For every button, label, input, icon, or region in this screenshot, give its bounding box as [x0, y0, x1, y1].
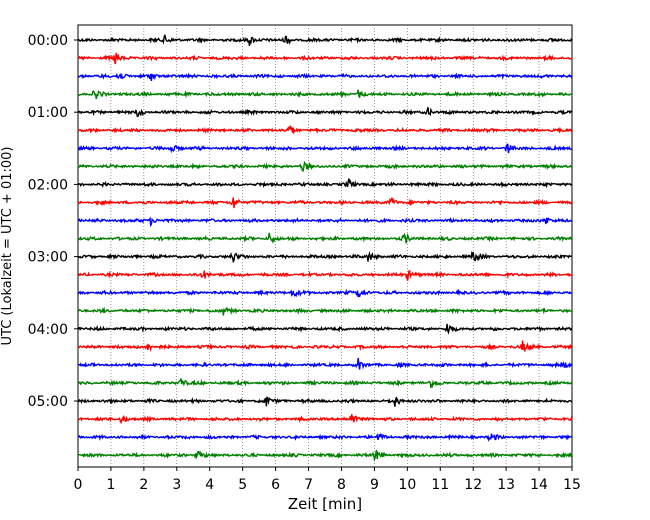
trace-line	[77, 143, 573, 154]
x-tick-label: 3	[172, 477, 181, 493]
y-tick-label: 01:00	[28, 105, 68, 121]
trace-line	[77, 89, 573, 100]
x-axis-ticks: 0 1 2 3 4 5 6 7 8 9 10 11 12 13 14 15	[74, 467, 581, 493]
trace-line	[77, 270, 573, 281]
trace-line	[77, 378, 573, 389]
trace-line	[77, 358, 573, 370]
trace-line	[77, 232, 573, 245]
x-tick-label: 14	[530, 477, 548, 493]
trace-line	[77, 72, 573, 81]
trace-line	[77, 197, 573, 209]
trace-line	[77, 107, 573, 118]
x-tick-label: 6	[271, 477, 280, 493]
trace-line	[78, 306, 573, 316]
y-axis-label: UTC (Lokalzeit = UTC + 01:00)	[0, 147, 15, 346]
trace-line	[77, 396, 573, 407]
x-tick-label: 15	[563, 477, 581, 493]
x-tick-label: 12	[464, 477, 482, 493]
x-tick-label: 2	[139, 477, 148, 493]
trace-line	[77, 432, 573, 442]
trace-line	[78, 52, 573, 65]
y-axis-ticks: 00:00 01:00 02:00 03:00 04:00 05:00	[28, 33, 78, 410]
x-tick-label: 7	[304, 477, 313, 493]
trace-line	[77, 216, 573, 228]
trace-line	[77, 340, 573, 352]
x-tick-label: 13	[497, 477, 515, 493]
y-tick-label: 05:00	[28, 394, 68, 410]
trace-line	[77, 250, 573, 264]
x-tick-label: 4	[205, 477, 214, 493]
trace-line	[77, 323, 573, 335]
trace-line	[77, 288, 573, 298]
x-axis-label: Zeit [min]	[288, 495, 362, 513]
trace-line	[77, 414, 573, 425]
y-tick-label: 02:00	[28, 177, 68, 193]
x-tick-label: 11	[431, 477, 449, 493]
x-tick-label: 1	[106, 477, 115, 493]
plot-frame	[77, 24, 573, 468]
trace-line	[77, 449, 573, 462]
x-tick-label: 9	[370, 477, 379, 493]
y-tick-label: 00:00	[28, 33, 68, 49]
seismic-traces	[77, 34, 573, 462]
trace-line	[77, 125, 573, 135]
trace-line	[77, 160, 572, 172]
trace-line	[77, 34, 572, 47]
trace-line	[77, 178, 573, 189]
y-tick-label: 04:00	[28, 322, 68, 338]
x-tick-label: 5	[238, 477, 247, 493]
x-tick-label: 10	[398, 477, 416, 493]
x-tick-label: 8	[337, 477, 346, 493]
x-tick-label: 0	[74, 477, 83, 493]
y-tick-label: 03:00	[28, 250, 68, 266]
